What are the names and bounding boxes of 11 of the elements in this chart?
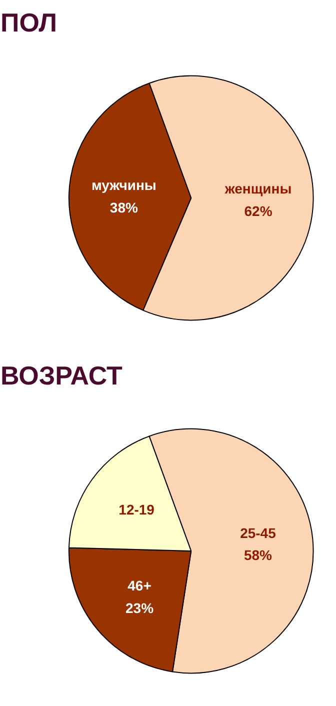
data-label: 23%	[126, 600, 154, 616]
data-label: 62%	[244, 203, 273, 220]
slice-label: мужчины	[92, 176, 156, 193]
chart-title: ВОЗРАСТ	[0, 360, 122, 390]
data-label: 58%	[244, 547, 273, 564]
slice-label: 46+	[128, 577, 152, 594]
slice-label: 12-19	[118, 501, 155, 518]
slice-label: женщины	[224, 180, 292, 197]
data-label: 38%	[110, 199, 138, 216]
slice-label: 25-45	[240, 524, 276, 541]
chart-title: ПОЛ	[0, 8, 58, 38]
